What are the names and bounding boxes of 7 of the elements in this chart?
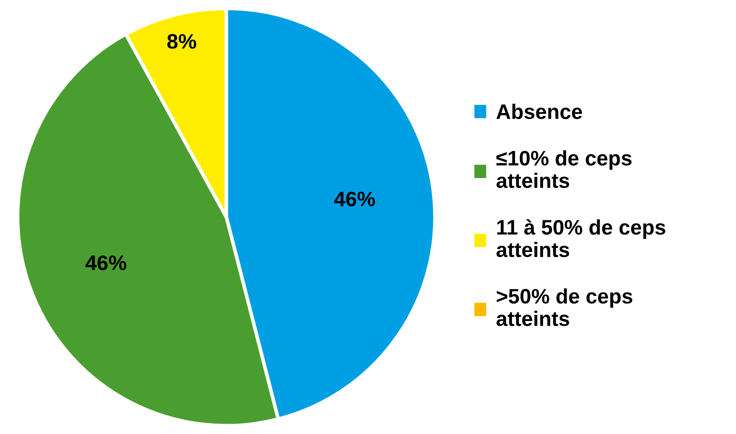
data-label: 46% [334, 192, 375, 206]
legend-label: ≤10% de ceps atteints [496, 150, 632, 188]
legend-label: Absence [496, 104, 582, 120]
legend-label: >50% de ceps atteints [496, 288, 632, 326]
legend-label: 11 à 50% de ceps atteints [496, 219, 666, 258]
data-label: 46% [86, 255, 126, 270]
data-label: 8% [167, 34, 196, 49]
